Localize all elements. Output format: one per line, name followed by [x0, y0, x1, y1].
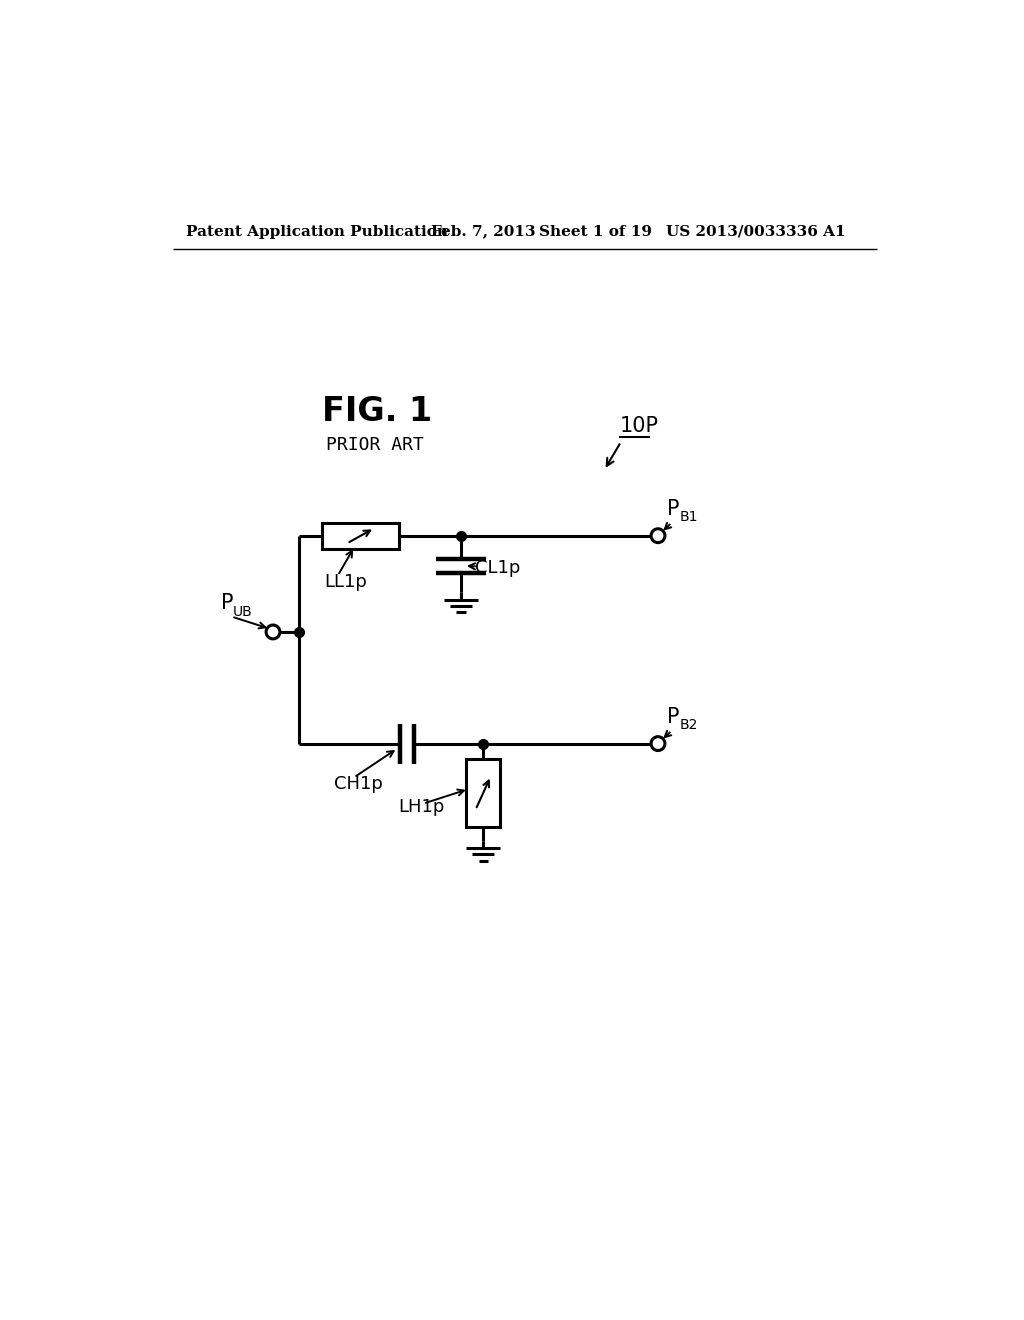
Text: CL1p: CL1p — [475, 560, 520, 577]
Text: LH1p: LH1p — [398, 797, 444, 816]
Text: Sheet 1 of 19: Sheet 1 of 19 — [539, 224, 651, 239]
Text: B2: B2 — [680, 718, 698, 733]
Text: P: P — [668, 706, 680, 726]
Bar — [323, 523, 399, 549]
Text: US 2013/0033336 A1: US 2013/0033336 A1 — [666, 224, 846, 239]
Text: P: P — [220, 593, 233, 612]
Text: Feb. 7, 2013: Feb. 7, 2013 — [431, 224, 536, 239]
Circle shape — [651, 529, 665, 543]
Bar — [466, 759, 500, 826]
Circle shape — [266, 626, 280, 639]
Text: P: P — [668, 499, 680, 519]
Text: LL1p: LL1p — [324, 573, 367, 591]
Text: PRIOR ART: PRIOR ART — [326, 436, 424, 454]
Text: UB: UB — [233, 605, 253, 619]
Text: FIG. 1: FIG. 1 — [322, 395, 432, 428]
Text: B1: B1 — [680, 510, 698, 524]
Text: Patent Application Publication: Patent Application Publication — [186, 224, 449, 239]
Text: CH1p: CH1p — [334, 775, 383, 792]
Circle shape — [651, 737, 665, 751]
Text: 10P: 10P — [620, 416, 658, 436]
